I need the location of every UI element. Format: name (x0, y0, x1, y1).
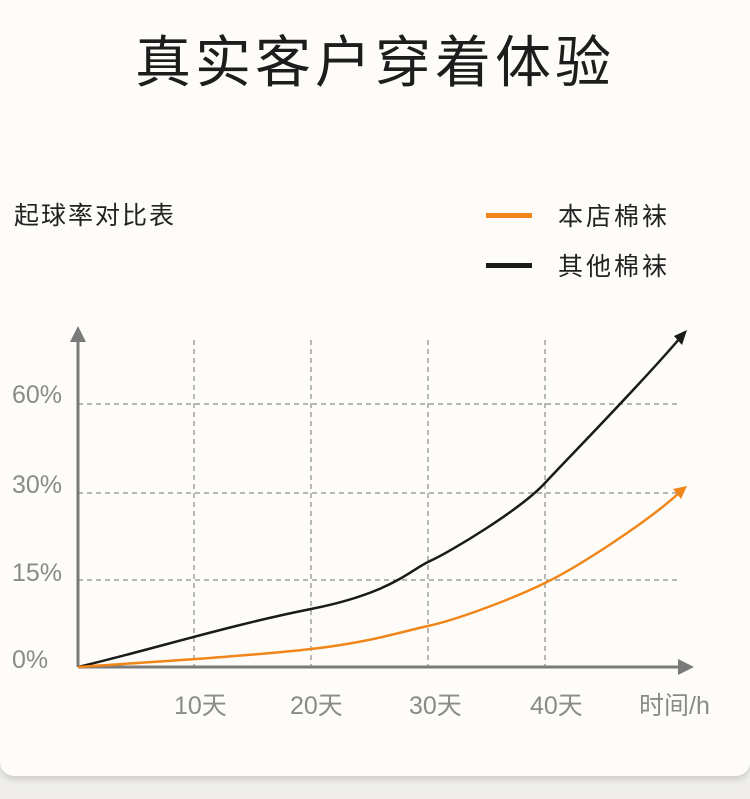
legend-label: 其他棉袜 (558, 252, 671, 281)
y-tick-60: 60% (12, 381, 63, 409)
x-tick-30: 30天 (409, 692, 462, 720)
x-tick-40: 40天 (530, 692, 583, 720)
x-tick-10: 10天 (174, 692, 227, 720)
axes (70, 326, 694, 675)
y-tick-30: 30% (12, 471, 63, 499)
y-tick-0: 0% (12, 646, 49, 674)
y-axis-arrow-icon (70, 326, 86, 342)
chart-title: 起球率对比表 (14, 201, 177, 230)
legend-swatch-black (486, 262, 532, 268)
page-title: 真实客户穿着体验 (135, 31, 615, 96)
legend-label: 本店棉袜 (558, 202, 671, 231)
x-tick-20: 20天 (290, 692, 343, 720)
y-tick-15: 15% (12, 559, 63, 587)
chart-card: 真实客户穿着体验 起球率对比表 本店棉袜 其他棉袜 60% 30% 15 (0, 0, 750, 776)
legend-item-our-socks: 本店棉袜 (486, 200, 671, 231)
legend-item-other-socks: 其他棉袜 (486, 250, 671, 281)
line-chart (70, 326, 694, 675)
series-other-arrow-icon (674, 330, 687, 345)
series-our-socks (77, 491, 681, 669)
x-axis-arrow-icon (678, 659, 694, 675)
grid-lines (78, 340, 678, 667)
legend-swatch-orange (486, 212, 532, 218)
series-other-socks (77, 337, 681, 669)
x-axis-unit: 时间/h (639, 692, 710, 720)
series-our-arrow-icon (673, 486, 687, 499)
